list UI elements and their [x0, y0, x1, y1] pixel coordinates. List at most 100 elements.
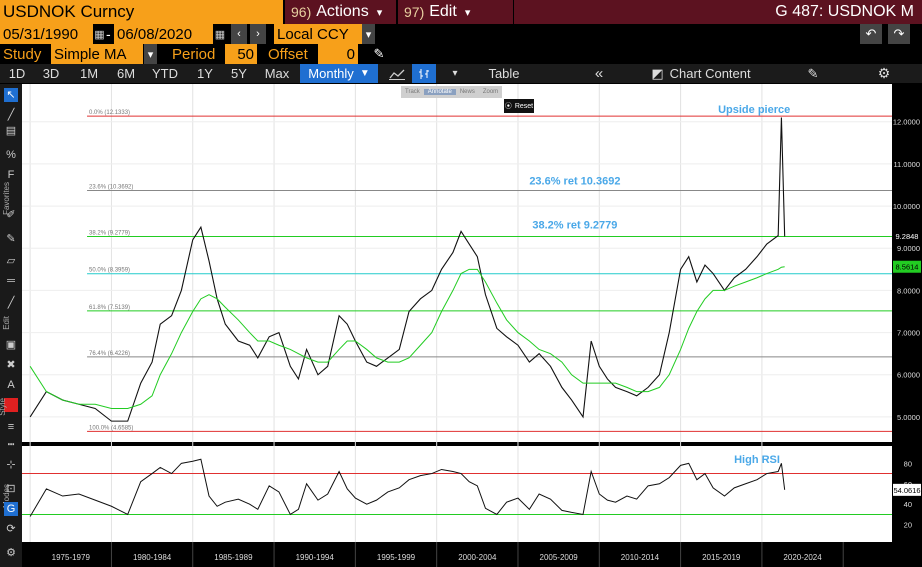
end-date-field[interactable]: 06/08/2020 — [114, 24, 213, 44]
calendar-icon[interactable]: ▦ — [94, 28, 105, 41]
text-tool-icon[interactable]: A — [7, 379, 15, 391]
annotation-high-rsi: High RSI — [734, 454, 780, 466]
delete-icon[interactable]: ✖ — [6, 359, 16, 371]
range-tab-max[interactable]: Max — [264, 66, 290, 81]
actions-label: Actions — [316, 3, 369, 20]
reset-label: Reset — [514, 102, 534, 110]
crosshair-icon[interactable]: ⊹ — [6, 459, 16, 471]
draw-line-icon[interactable]: ╱ — [7, 297, 15, 309]
fib-fan-icon[interactable]: F — [7, 169, 15, 181]
edit-menu[interactable]: 97) Edit ▾ — [397, 0, 513, 24]
pen-icon[interactable]: ✎ — [6, 233, 16, 245]
x-tick-label: 2005-2009 — [540, 553, 579, 562]
fib-label: 100.0% (4.6585) — [89, 425, 133, 431]
line-width-icon[interactable]: ≡ — [7, 421, 15, 433]
pencil-icon[interactable]: ✎ — [373, 46, 385, 61]
grid — [22, 84, 892, 542]
annotate-toolbar: Track Annotate News Zoom — [401, 86, 503, 98]
ruler-icon[interactable]: ▤ — [5, 125, 17, 137]
settings-icon[interactable]: ⚙ — [6, 547, 16, 559]
frequency-select[interactable]: Monthly ▼ — [300, 64, 378, 83]
collapse-icon[interactable]: « — [594, 65, 604, 82]
period-label: Period — [172, 45, 216, 63]
study-label: Study — [3, 45, 42, 63]
range-tab-3d[interactable]: 3D — [42, 66, 60, 81]
range-tab-1d[interactable]: 1D — [8, 66, 26, 81]
x-tick-label: 2000-2004 — [458, 553, 497, 562]
news-button[interactable]: News — [459, 89, 475, 95]
menu-spacer — [514, 0, 522, 24]
prev-period-button[interactable]: ‹ — [231, 24, 247, 44]
annotation-38-2: 38.2% ret 9.2779 — [532, 220, 617, 232]
rsi-tick-label: 20 — [904, 521, 912, 530]
redo-icon[interactable]: ↷ — [888, 24, 910, 44]
actions-menu[interactable]: 96) Actions ▾ — [284, 0, 396, 24]
eraser-icon[interactable]: ▱ — [6, 255, 16, 267]
sync-icon[interactable]: ⟳ — [6, 523, 16, 535]
fib-icon[interactable]: % — [6, 149, 16, 161]
title-bar: USDNOK Curncy 96) Actions ▾ 97) Edit ▾ G… — [0, 0, 922, 24]
last-price-tag-bg — [893, 230, 921, 243]
chevron-down-icon[interactable]: ▾ — [144, 44, 157, 64]
x-tick-label: 2020-2024 — [783, 553, 822, 562]
y-tick-label: 10.0000 — [893, 202, 920, 211]
lock-icon[interactable]: ▣ — [5, 339, 17, 351]
chevron-down-icon[interactable]: ▾ — [362, 24, 375, 44]
edit-chart-icon[interactable]: ✎ — [807, 65, 819, 81]
rsi-value-tag: 54.0616 — [893, 486, 920, 495]
chart-content-icon: ◩ — [651, 65, 664, 81]
range-tab-1m[interactable]: 1M — [79, 66, 99, 81]
study-select[interactable]: Simple MA — [51, 44, 143, 64]
period-input[interactable]: 50 — [225, 44, 257, 64]
rsi-value-tag-bg — [893, 483, 921, 496]
line-chart-icon[interactable] — [385, 64, 409, 83]
rsi-layer — [22, 458, 892, 517]
y-tick-label: 6.0000 — [897, 371, 920, 380]
y-tick-label: 7.0000 — [897, 329, 920, 338]
gear-icon[interactable]: ⚙ — [877, 65, 891, 81]
snap-icon[interactable]: ⊡ — [6, 483, 16, 495]
price-line — [29, 117, 786, 422]
rsi-tick-label: 80 — [904, 459, 912, 468]
cursor-icon[interactable]: ↖ — [4, 88, 18, 102]
x-tick-label: 2015-2019 — [702, 553, 741, 562]
range-tab-6m[interactable]: 6M — [116, 66, 136, 81]
range-tab-ytd[interactable]: YTD — [152, 66, 178, 81]
undo-icon[interactable]: ↶ — [860, 24, 882, 44]
chart-type-dropdown[interactable]: ▾ — [452, 68, 458, 79]
line-style-icon[interactable]: ┅ — [7, 439, 15, 451]
calendar-icon[interactable]: ▦ — [214, 28, 226, 41]
x-tick-label: 1995-1999 — [377, 553, 416, 562]
track-button[interactable]: Track — [405, 89, 420, 95]
rsi-line — [29, 458, 786, 517]
y-axis: 12.0000 11.0000 10.0000 9.0000 8.0000 7.0000 6… — [893, 118, 921, 530]
chart-content-label: Chart Content — [669, 66, 751, 81]
price-plot-background — [22, 84, 892, 442]
study-bar: Study Simple MA ▾ Period 50 Offset 0 ✎ — [0, 44, 922, 64]
range-tab-1y[interactable]: 1Y — [197, 66, 213, 81]
x-tick-label: 1980-1984 — [133, 553, 172, 562]
chart-area[interactable]: 0.0% (12.1333) 23.6% (10.3692) 38.2% (9.27… — [22, 84, 922, 567]
graph-title: G 487: USDNOK M — [522, 0, 922, 24]
ohlc-glyph — [419, 68, 429, 79]
annotate-button[interactable]: Annotate — [423, 89, 456, 95]
table-button[interactable]: Table — [488, 66, 520, 81]
start-date-field[interactable]: 05/31/1990 — [0, 24, 93, 44]
offset-input[interactable]: 0 — [318, 44, 358, 64]
line-tool-icon[interactable]: ╱ — [7, 109, 15, 121]
brush-icon[interactable]: ✐ — [6, 209, 16, 221]
reset-button[interactable]: ⦿ Reset — [504, 99, 534, 113]
hline-icon[interactable]: ═ — [7, 275, 15, 287]
y-tick-label: 12.0000 — [893, 118, 920, 127]
ticker-field[interactable]: USDNOK Curncy — [0, 0, 283, 24]
range-tab-5y[interactable]: 5Y — [231, 66, 247, 81]
mode-icon[interactable]: G — [4, 502, 18, 516]
bar-chart-icon[interactable] — [412, 64, 436, 83]
currency-select[interactable]: Local CCY — [274, 24, 362, 44]
color-swatch[interactable] — [4, 398, 18, 412]
zoom-button[interactable]: Zoom — [482, 89, 499, 95]
next-period-button[interactable]: › — [250, 24, 266, 44]
ma-value-tag: 8.5614 — [896, 263, 919, 272]
chart-content-button[interactable]: ◩ Chart Content — [636, 64, 766, 83]
annotations: Upside pierce 23.6% ret 10.3692 38.2% ret … — [529, 104, 790, 466]
